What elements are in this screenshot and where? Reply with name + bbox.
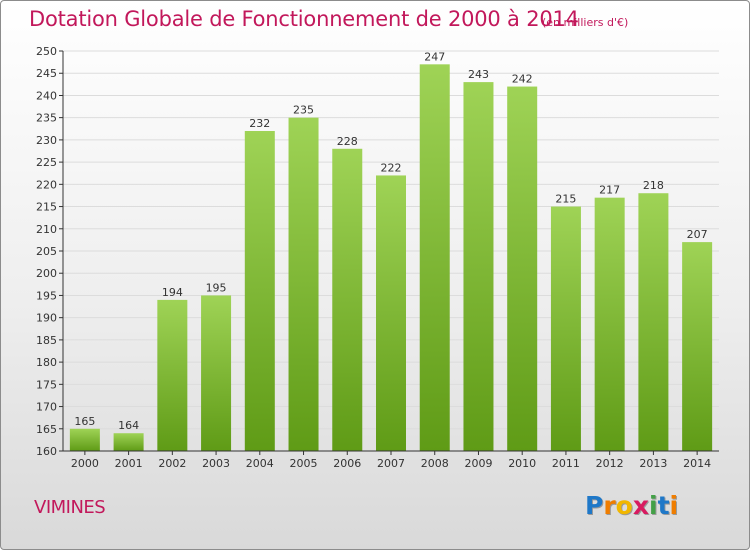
bar-2007 <box>376 175 406 451</box>
value-label: 243 <box>468 68 489 81</box>
y-tick-label: 175 <box>36 378 57 391</box>
x-tick-label: 2008 <box>421 457 449 470</box>
city-name: VIMINES <box>34 497 106 518</box>
bar-2014 <box>682 242 713 451</box>
bar-2004 <box>244 131 275 451</box>
y-tick-label: 160 <box>36 445 57 458</box>
x-tick-label: 2014 <box>683 457 711 470</box>
y-tick-label: 185 <box>36 334 57 347</box>
bar-2000 <box>69 428 100 451</box>
chart-title: Dotation Globale de Fonctionnement de 20… <box>29 7 579 31</box>
y-tick-label: 225 <box>36 156 57 169</box>
x-tick-label: 2000 <box>71 457 99 470</box>
logo-letter: i <box>649 491 658 520</box>
logo-letter: r <box>603 491 616 520</box>
value-label: 222 <box>381 161 402 174</box>
value-label: 217 <box>599 184 620 197</box>
logo-letter: o <box>615 491 633 520</box>
value-label: 242 <box>512 73 533 86</box>
y-tick-label: 215 <box>36 201 57 214</box>
y-tick-label: 180 <box>36 356 57 369</box>
y-tick-label: 200 <box>36 267 57 280</box>
value-label: 232 <box>249 117 270 130</box>
y-tick-label: 210 <box>36 223 57 236</box>
bar-2002 <box>157 299 188 451</box>
value-label: 247 <box>424 50 445 63</box>
x-tick-label: 2013 <box>639 457 667 470</box>
y-tick-label: 240 <box>36 89 57 102</box>
bar-2008 <box>419 64 450 452</box>
bar-2009 <box>463 82 494 451</box>
bar-2003 <box>201 295 232 451</box>
y-tick-label: 195 <box>36 289 57 302</box>
logo-letter: x <box>632 491 649 520</box>
bar-2012 <box>594 197 625 451</box>
logo-letter: i <box>669 491 679 520</box>
chart-subtitle: (en milliers d'€) <box>542 16 629 29</box>
value-label: 235 <box>293 104 314 117</box>
proxiti-logo: Proxiti <box>585 491 678 520</box>
y-tick-label: 235 <box>36 112 57 125</box>
value-label: 207 <box>687 228 708 241</box>
logo-letter: t <box>657 491 670 520</box>
x-tick-label: 2001 <box>115 457 143 470</box>
bar-2006 <box>332 148 363 451</box>
x-tick-label: 2009 <box>464 457 492 470</box>
x-tick-label: 2011 <box>552 457 580 470</box>
bar-2001 <box>113 433 144 451</box>
y-tick-label: 170 <box>36 401 57 414</box>
y-tick-label: 250 <box>36 45 57 58</box>
x-tick-label: 2003 <box>202 457 230 470</box>
value-label: 218 <box>643 179 664 192</box>
x-tick-label: 2006 <box>333 457 361 470</box>
x-tick-label: 2010 <box>508 457 536 470</box>
y-tick-label: 165 <box>36 423 57 436</box>
x-tick-label: 2002 <box>158 457 186 470</box>
x-tick-label: 2012 <box>596 457 624 470</box>
bar-2013 <box>638 193 669 451</box>
value-label: 195 <box>206 281 227 294</box>
logo-letter: P <box>585 491 604 520</box>
x-tick-label: 2007 <box>377 457 405 470</box>
y-tick-label: 205 <box>36 245 57 258</box>
bar-2005 <box>288 117 319 452</box>
bar-2011 <box>550 206 581 451</box>
y-tick-label: 245 <box>36 67 57 80</box>
y-tick-label: 230 <box>36 134 57 147</box>
y-tick-label: 190 <box>36 312 57 325</box>
value-label: 194 <box>162 286 183 299</box>
y-tick-label: 220 <box>36 178 57 191</box>
value-label: 215 <box>555 193 576 206</box>
x-tick-label: 2004 <box>246 457 274 470</box>
value-label: 164 <box>118 419 139 432</box>
value-label: 165 <box>74 415 95 428</box>
x-tick-label: 2005 <box>290 457 318 470</box>
bar-2010 <box>507 86 538 452</box>
value-label: 228 <box>337 135 358 148</box>
